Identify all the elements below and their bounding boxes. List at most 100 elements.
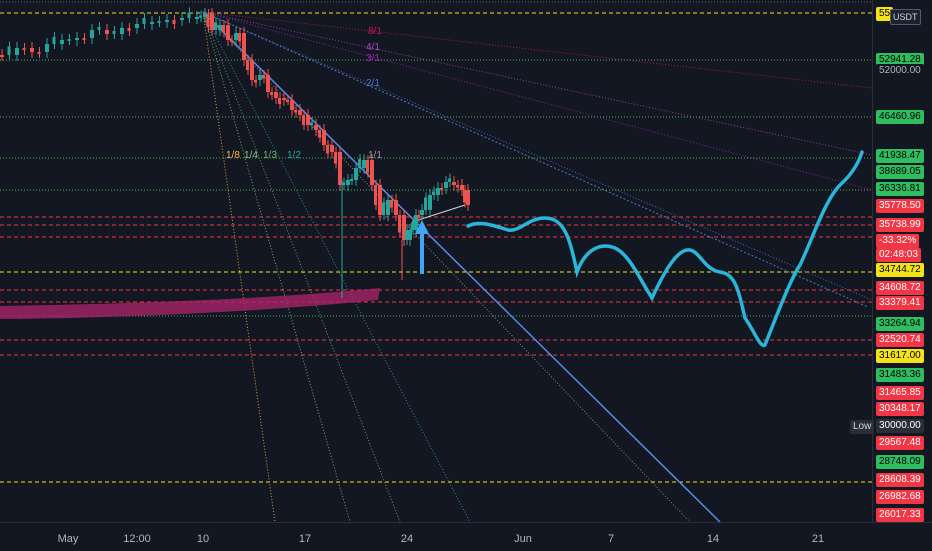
- candle-body: [242, 33, 246, 60]
- candle-body: [234, 33, 238, 40]
- price-tag: 02:48:03: [876, 248, 921, 262]
- candle-body: [274, 92, 278, 98]
- price-tag: 34608.72: [876, 281, 924, 295]
- candle-body: [448, 178, 451, 182]
- candle-body: [187, 12, 191, 18]
- fan-label: 1/2: [287, 150, 301, 161]
- candle-body: [218, 25, 222, 30]
- candle-body: [135, 24, 139, 28]
- fan-label: 2/1: [366, 78, 380, 89]
- trendline-secondary: [202, 11, 869, 308]
- candle-body: [346, 180, 350, 185]
- candle-body: [394, 200, 398, 215]
- price-tag: 35778.50: [876, 199, 924, 213]
- candle-body: [0, 55, 4, 57]
- candle-body: [370, 160, 374, 185]
- candle-body: [338, 152, 342, 185]
- candle-body: [405, 230, 408, 240]
- candle-body: [390, 200, 393, 208]
- time-label: 24: [400, 533, 414, 545]
- candle-body: [172, 20, 176, 24]
- candle-body: [270, 92, 273, 95]
- price-tag: 26982.68: [876, 490, 924, 504]
- price-tag: 26017.33: [876, 508, 924, 522]
- time-axis[interactable]: May 12:00 10 17 24 Jun 7 14 21: [0, 522, 932, 551]
- candle-body: [298, 110, 302, 115]
- candle-body: [112, 31, 116, 34]
- price-tag: 35738.99: [876, 218, 924, 232]
- candle-body: [258, 75, 262, 80]
- candle-body: [354, 168, 358, 180]
- price-tag: 34744.72: [876, 263, 924, 277]
- candle-body: [408, 230, 412, 240]
- candle-body: [440, 188, 443, 190]
- candlesticks: [0, 7, 470, 298]
- candle-body: [30, 48, 34, 52]
- horizontal-levels: [0, 1, 872, 483]
- price-tag: 31617.00: [876, 349, 924, 363]
- gann-fan: [202, 11, 873, 523]
- candle-body: [105, 30, 109, 34]
- time-label: 12:00: [123, 533, 151, 545]
- candle-body: [402, 215, 406, 240]
- time-label: 7: [607, 533, 615, 545]
- candle-body: [417, 215, 420, 218]
- price-tag: 31465.85: [876, 386, 924, 400]
- candle-body: [214, 22, 217, 30]
- candle-body: [150, 22, 154, 24]
- candle-body: [52, 37, 56, 44]
- price-tag: 30348.17: [876, 402, 924, 416]
- support-zone: [0, 288, 380, 319]
- fan-label: 4/1: [366, 42, 380, 53]
- fan-label: 1/4: [244, 150, 258, 161]
- candle-body: [330, 145, 334, 152]
- candle-body: [210, 14, 214, 30]
- fan-ray: [202, 11, 873, 301]
- candle-body: [226, 25, 230, 40]
- time-label: 17: [298, 533, 312, 545]
- candle-body: [15, 48, 19, 55]
- candle-body: [302, 115, 305, 125]
- candle-body: [314, 125, 318, 130]
- candle-body: [463, 190, 466, 203]
- candle-body: [286, 100, 289, 102]
- candle-body: [411, 222, 414, 230]
- arrow-up-icon: [415, 220, 429, 274]
- candle-body: [60, 40, 64, 44]
- price-tag-top: 55: [876, 7, 894, 21]
- currency-badge[interactable]: USDT: [890, 9, 921, 25]
- candle-body: [322, 130, 326, 145]
- candle-body: [199, 15, 202, 18]
- price-tag: 30000.00: [876, 419, 924, 433]
- price-tag: 52941.28: [876, 53, 924, 67]
- candle-body: [206, 14, 210, 27]
- candle-body: [334, 152, 337, 164]
- fan-ray: [202, 11, 873, 89]
- price-tag: 28748.09: [876, 455, 924, 469]
- fan-ray: [202, 11, 276, 523]
- fan-ray: [202, 11, 471, 523]
- candle-body: [254, 80, 257, 83]
- candle-body: [420, 210, 424, 215]
- trend-lines: [202, 11, 869, 523]
- candle-body: [222, 25, 225, 33]
- price-tag: 32520.74: [876, 333, 924, 347]
- candle-body: [230, 40, 233, 42]
- price-tag: 28608.39: [876, 473, 924, 487]
- candle-body: [358, 159, 361, 168]
- candle-body: [120, 28, 124, 34]
- candle-body: [67, 39, 71, 41]
- time-label: 21: [811, 533, 825, 545]
- candle-body: [282, 98, 286, 100]
- candle-body: [310, 122, 313, 125]
- candle-body: [278, 98, 281, 104]
- trendline-small: [411, 204, 466, 223]
- low-label: Low: [850, 420, 875, 434]
- candle-body: [414, 215, 418, 230]
- candle-body: [157, 21, 161, 23]
- candle-body: [428, 195, 432, 210]
- candle-body: [75, 38, 79, 40]
- candle-body: [165, 20, 169, 22]
- projection-curve: [466, 150, 864, 348]
